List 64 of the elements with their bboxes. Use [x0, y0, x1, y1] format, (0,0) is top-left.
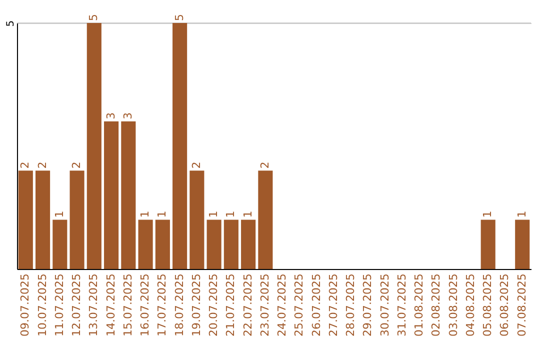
data-label: 2	[70, 162, 84, 169]
bar	[515, 220, 530, 269]
data-label: 1	[241, 210, 254, 218]
x-tick-label: 30.07.2025	[378, 274, 392, 336]
x-tick-label: 23.07.2025	[258, 274, 272, 336]
x-tick-label: 21.07.2025	[224, 274, 238, 336]
x-tick-label: 01.08.2025	[412, 274, 426, 336]
data-label: 1	[52, 210, 66, 218]
x-tick-label: 05.08.2025	[481, 274, 494, 336]
x-tick-label: 06.08.2025	[498, 274, 512, 336]
data-label: 1	[515, 210, 528, 218]
bar	[206, 220, 222, 269]
bar	[224, 220, 238, 269]
data-label: 5	[172, 14, 186, 21]
x-tick-label: 17.07.2025	[156, 274, 169, 336]
x-tick-label: 14.07.2025	[104, 274, 118, 336]
bar	[190, 170, 204, 269]
bar	[104, 121, 119, 269]
x-tick-label: 02.08.2025	[430, 274, 443, 336]
bar	[172, 23, 188, 269]
x-tick-label: 03.08.2025	[446, 274, 460, 336]
bar	[258, 170, 273, 269]
data-label: 1	[156, 210, 169, 218]
bar	[155, 220, 170, 269]
x-tick-label: 28.07.2025	[344, 274, 358, 336]
x-tick-label: 22.07.2025	[241, 274, 254, 336]
bar	[36, 170, 50, 269]
data-label: 2	[190, 162, 203, 169]
data-label: 3	[121, 112, 134, 120]
data-label: 1	[207, 210, 220, 218]
data-label: 1	[224, 210, 238, 218]
bar	[480, 220, 496, 269]
x-tick-label: 07.08.2025	[515, 274, 528, 336]
bar	[121, 121, 136, 269]
x-tick-label: 15.07.2025	[121, 274, 134, 336]
data-label: 3	[104, 112, 118, 120]
x-tick-label: 25.07.2025	[292, 274, 306, 336]
bar	[70, 170, 84, 269]
data-label: 2	[18, 162, 32, 169]
x-tick-label: 27.07.2025	[326, 274, 340, 336]
data-label: 2	[36, 162, 49, 169]
x-tick-label: 29.07.2025	[361, 274, 374, 336]
x-tick-label: 20.07.2025	[207, 274, 220, 336]
data-label: 1	[138, 210, 152, 218]
data-label: 5	[87, 14, 100, 21]
bar	[52, 220, 68, 269]
x-tick-label: 19.07.2025	[190, 274, 203, 336]
bar	[138, 220, 153, 269]
data-label: 1	[481, 210, 494, 218]
bar	[18, 170, 33, 269]
x-tick-label: 24.07.2025	[276, 274, 289, 336]
x-tick-label: 10.07.2025	[36, 274, 49, 336]
data-label: 2	[258, 162, 272, 169]
x-tick-label: 13.07.2025	[87, 274, 100, 336]
x-tick-label: 04.08.2025	[464, 274, 477, 336]
x-tick-label: 12.07.2025	[70, 274, 84, 336]
x-tick-label: 31.07.2025	[395, 274, 408, 336]
x-tick-label: 26.07.2025	[310, 274, 323, 336]
x-tick-label: 09.07.2025	[18, 274, 32, 336]
x-tick-label: 11.07.2025	[52, 274, 66, 336]
bar	[86, 23, 102, 269]
x-tick-label: 16.07.2025	[138, 274, 152, 336]
bar	[241, 220, 256, 269]
x-tick-label: 18.07.2025	[172, 274, 186, 336]
